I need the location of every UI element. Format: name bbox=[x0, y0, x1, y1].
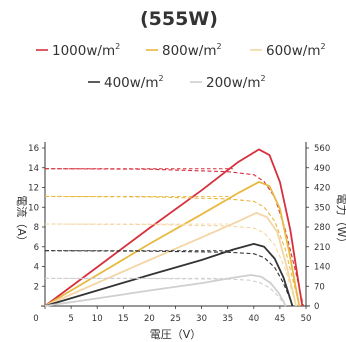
y-left-tick-label-4: 10 bbox=[28, 203, 39, 213]
y-right-tick-label-3: 210 bbox=[314, 243, 330, 253]
pv-curve-3 bbox=[44, 243, 294, 307]
y-right-tick-label-5: 350 bbox=[314, 203, 330, 213]
y-right-tick-label-8: 560 bbox=[314, 144, 330, 154]
series-1 bbox=[44, 181, 301, 307]
y-left-tick-label-5: 12 bbox=[28, 184, 39, 194]
y-right-tick-label-4: 280 bbox=[314, 223, 330, 233]
x-axis-label: 電圧（V） bbox=[150, 328, 202, 341]
y-left-tick-label-6: 14 bbox=[28, 164, 39, 174]
legend-item-3: 400w/m2 bbox=[88, 74, 164, 91]
y-right-tick-label-1: 70 bbox=[314, 282, 325, 292]
legend: 1000w/m2 800w/m2 600w/m2 400w/m2 200w/m2 bbox=[36, 42, 326, 91]
series-0 bbox=[44, 148, 304, 307]
x-tick-label-2: 10 bbox=[92, 314, 103, 324]
x-tick-label-9: 45 bbox=[274, 314, 285, 324]
iv-curve-0 bbox=[44, 168, 304, 307]
x-tick-label-0: 0 bbox=[33, 314, 38, 324]
legend-label-0: 1000w/m2 bbox=[52, 42, 120, 59]
series-4 bbox=[44, 274, 287, 307]
y-left-tick-label-0: 2 bbox=[34, 282, 39, 292]
iv-curve-4 bbox=[44, 277, 287, 307]
iv-curve-1 bbox=[44, 195, 301, 307]
y-right-tick-label-7: 490 bbox=[314, 164, 330, 174]
y-left-tick-label-7: 16 bbox=[28, 144, 39, 154]
pv-curve-2 bbox=[44, 212, 297, 307]
legend-label-3: 400w/m2 bbox=[104, 74, 164, 91]
x-tick-label-5: 25 bbox=[170, 314, 181, 324]
x-tick-label-10: 50 bbox=[301, 314, 312, 324]
x-tick-label-8: 40 bbox=[248, 314, 259, 324]
x-tick-label-3: 15 bbox=[118, 314, 129, 324]
x-tick-label-1: 5 bbox=[68, 314, 73, 324]
y-right-tick-label-0: 0 bbox=[314, 302, 319, 312]
y-left-tick-label-3: 8 bbox=[34, 223, 39, 233]
x-tick-label-7: 35 bbox=[222, 314, 233, 324]
y-left-tick-label-1: 4 bbox=[34, 263, 39, 273]
legend-item-4: 200w/m2 bbox=[190, 74, 266, 91]
legend-label-1: 800w/m2 bbox=[162, 42, 222, 59]
y-right-tick-label-2: 140 bbox=[314, 263, 330, 273]
y-axis-label-left: 電流（A） bbox=[15, 195, 29, 247]
x-tick-label-4: 20 bbox=[144, 314, 155, 324]
series-2 bbox=[44, 212, 298, 307]
legend-item-2: 600w/m2 bbox=[250, 42, 326, 59]
pv-curve-0 bbox=[44, 148, 304, 307]
y-left-tick-label-2: 6 bbox=[34, 243, 39, 253]
iv-curve-3 bbox=[44, 250, 294, 307]
x-tick-label-6: 30 bbox=[196, 314, 207, 324]
legend-label-2: 600w/m2 bbox=[266, 42, 326, 59]
pv-curve-1 bbox=[44, 181, 301, 307]
plot-area: 2 4 6 8 10 12 14 16 0 70 140 210 280 350 420 490 560 0 5 10… bbox=[15, 142, 346, 341]
series-3 bbox=[44, 243, 294, 307]
pv-curve-4 bbox=[44, 274, 287, 307]
legend-label-4: 200w/m2 bbox=[206, 74, 266, 91]
y-axis-label-right: 電力（W） bbox=[335, 194, 346, 249]
iv-curve-2 bbox=[44, 223, 298, 307]
y-right-tick-label-6: 420 bbox=[314, 184, 330, 194]
chart-title: (555W) bbox=[140, 8, 218, 30]
legend-item-0: 1000w/m2 bbox=[36, 42, 120, 59]
legend-item-1: 800w/m2 bbox=[146, 42, 222, 59]
